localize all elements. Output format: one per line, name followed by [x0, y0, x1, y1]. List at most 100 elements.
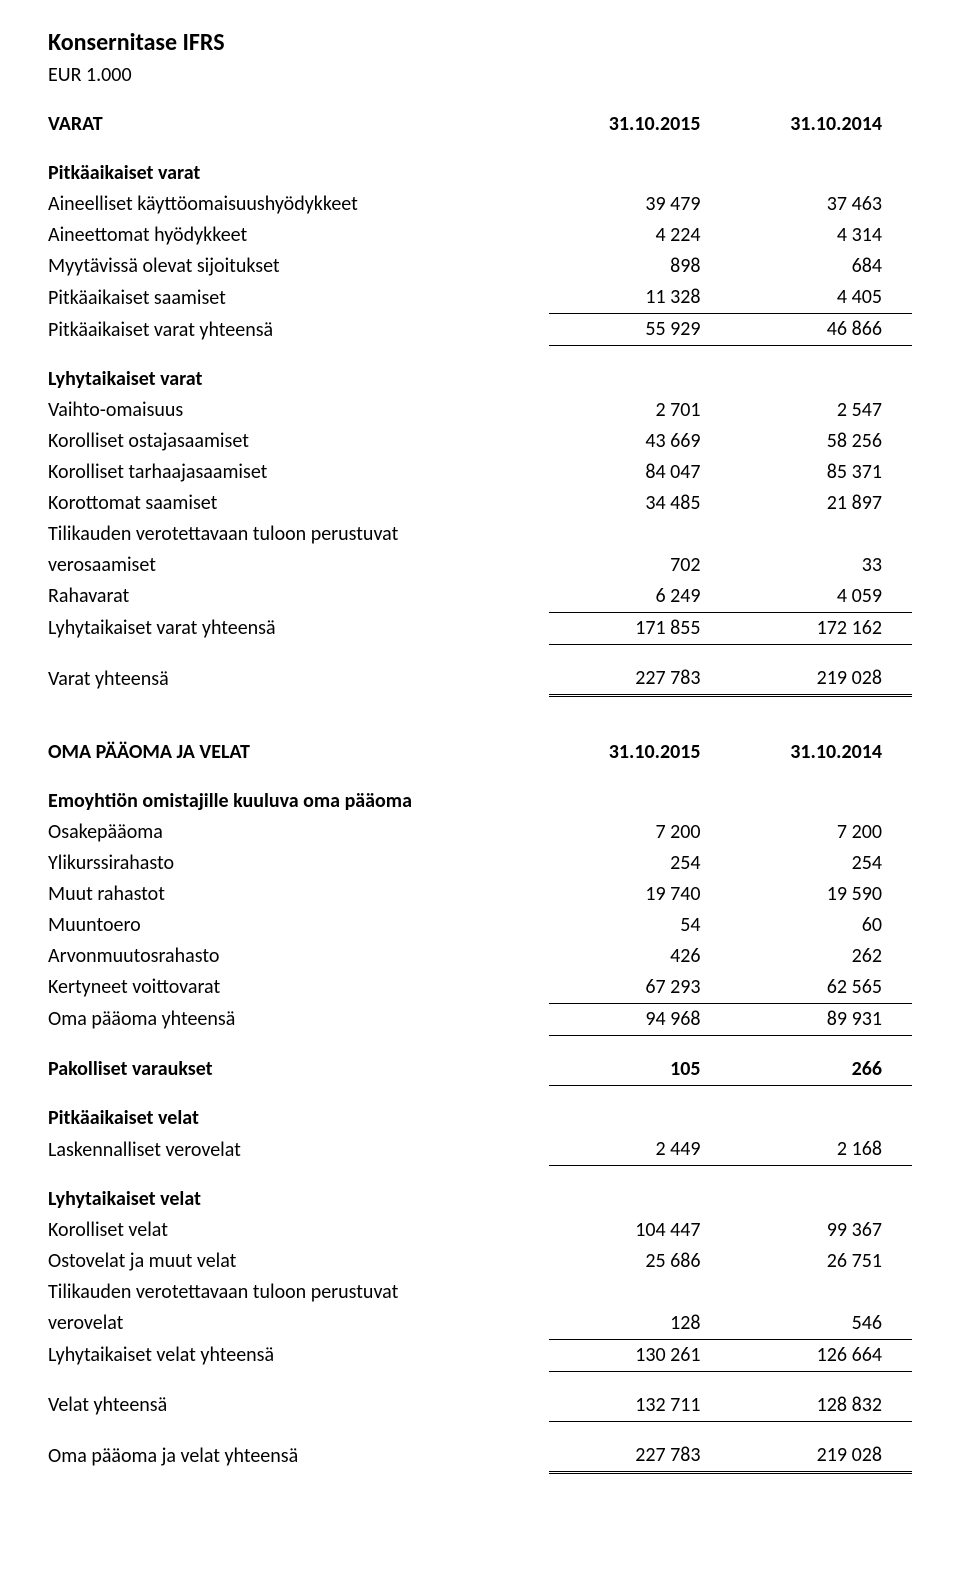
cell-v2: 254 — [731, 848, 912, 879]
cell-v1: 43 669 — [549, 426, 730, 457]
cell-v1: 2 449 — [549, 1134, 730, 1166]
row-muut: Muut rahastot 19 740 19 590 — [48, 879, 912, 910]
lyhyt-velat-header: Lyhytaikaiset velat — [48, 1166, 549, 1215]
page-title: Konsernitase IFRS — [48, 28, 912, 57]
cell-v1: 105 — [549, 1035, 730, 1085]
cell-v2: 99 367 — [731, 1215, 912, 1246]
cell-label: Oma pääoma ja velat yhteensä — [48, 1421, 549, 1472]
row-oma-ja-velat-yht: Oma pääoma ja velat yhteensä 227 783 219… — [48, 1421, 912, 1472]
emo-header-row: Emoyhtiön omistajille kuuluva oma pääoma — [48, 768, 912, 817]
cell-v2: 126 664 — [731, 1339, 912, 1371]
cell-v2: 19 590 — [731, 879, 912, 910]
cell-label: Pitkäaikaiset saamiset — [48, 282, 549, 314]
varat-date-2: 31.10.2014 — [731, 109, 912, 140]
cell-v1: 898 — [549, 251, 730, 282]
cell-v2: 2 168 — [731, 1134, 912, 1166]
row-verovelat-l1: Tilikauden verotettavaan tuloon perustuv… — [48, 1277, 912, 1308]
pitka-velat-header: Pitkäaikaiset velat — [48, 1085, 549, 1134]
cell-v2: 89 931 — [731, 1003, 912, 1035]
cell-v2: 2 547 — [731, 395, 912, 426]
cell-label: Tilikauden verotettavaan tuloon perustuv… — [48, 519, 549, 550]
row-ostovelat: Ostovelat ja muut velat 25 686 26 751 — [48, 1246, 912, 1277]
cell-v2: 21 897 — [731, 488, 912, 519]
cell-v1: 426 — [549, 941, 730, 972]
cell-label: Arvonmuutosrahasto — [48, 941, 549, 972]
row-kertyneet: Kertyneet voittovarat 67 293 62 565 — [48, 972, 912, 1004]
row-velat-yht: Velat yhteensä 132 711 128 832 — [48, 1371, 912, 1421]
cell-label: Muuntoero — [48, 910, 549, 941]
lyhyt-velat-header-row: Lyhytaikaiset velat — [48, 1166, 912, 1215]
cell-label: verosaamiset — [48, 550, 549, 581]
cell-v1: 6 249 — [549, 581, 730, 613]
cell-label: Varat yhteensä — [48, 644, 549, 695]
cell-v2: 33 — [731, 550, 912, 581]
cell-v2: 684 — [731, 251, 912, 282]
row-verosaamiset: verosaamiset 702 33 — [48, 550, 912, 581]
cell-v1: 702 — [549, 550, 730, 581]
cell-v1: 132 711 — [549, 1371, 730, 1421]
row-oma-yht: Oma pääoma yhteensä 94 968 89 931 — [48, 1003, 912, 1035]
cell-label: Oma pääoma yhteensä — [48, 1003, 549, 1035]
cell-label: Lyhytaikaiset varat yhteensä — [48, 612, 549, 644]
oma-heading-row: OMA PÄÄOMA JA VELAT 31.10.2015 31.10.201… — [48, 695, 912, 768]
row-pakolliset: Pakolliset varaukset 105 266 — [48, 1035, 912, 1085]
oma-date-1: 31.10.2015 — [549, 695, 730, 768]
cell-v1: 4 224 — [549, 220, 730, 251]
cell-v2: 85 371 — [731, 457, 912, 488]
row-pitka-saamiset: Pitkäaikaiset saamiset 11 328 4 405 — [48, 282, 912, 314]
cell-v1: 39 479 — [549, 189, 730, 220]
cell-v1: 94 968 — [549, 1003, 730, 1035]
cell-label: Osakepääoma — [48, 817, 549, 848]
cell-v1: 84 047 — [549, 457, 730, 488]
cell-label: Korolliset velat — [48, 1215, 549, 1246]
row-korottomat: Korottomat saamiset 34 485 21 897 — [48, 488, 912, 519]
cell-label: Pitkäaikaiset varat yhteensä — [48, 314, 549, 346]
cell-v1: 19 740 — [549, 879, 730, 910]
cell-v2: 4 314 — [731, 220, 912, 251]
pitka-velat-header-row: Pitkäaikaiset velat — [48, 1085, 912, 1134]
pitka-varat-header: Pitkäaikaiset varat — [48, 140, 549, 189]
cell-v2: 4 059 — [731, 581, 912, 613]
row-lyhyt-velat-yht: Lyhytaikaiset velat yhteensä 130 261 126… — [48, 1339, 912, 1371]
row-muuntoero: Muuntoero 54 60 — [48, 910, 912, 941]
cell-v2: 58 256 — [731, 426, 912, 457]
balance-sheet-page: Konsernitase IFRS EUR 1.000 VARAT 31.10.… — [0, 0, 960, 1514]
cell-v1: 11 328 — [549, 282, 730, 314]
row-rahavarat: Rahavarat 6 249 4 059 — [48, 581, 912, 613]
oma-heading: OMA PÄÄOMA JA VELAT — [48, 695, 549, 768]
cell-label: Aineelliset käyttöomaisuushyödykkeet — [48, 189, 549, 220]
cell-v2: 128 832 — [731, 1371, 912, 1421]
cell-label: Kertyneet voittovarat — [48, 972, 549, 1004]
cell-label: Muut rahastot — [48, 879, 549, 910]
cell-label: Vaihto-omaisuus — [48, 395, 549, 426]
cell-v1: 25 686 — [549, 1246, 730, 1277]
row-ylikurssi: Ylikurssirahasto 254 254 — [48, 848, 912, 879]
row-verosaamiset-l1: Tilikauden verotettavaan tuloon perustuv… — [48, 519, 912, 550]
cell-v1: 55 929 — [549, 314, 730, 346]
row-arvonmuutos: Arvonmuutosrahasto 426 262 — [48, 941, 912, 972]
cell-v2: 219 028 — [731, 644, 912, 695]
cell-label: Pakolliset varaukset — [48, 1035, 549, 1085]
cell-v2: 7 200 — [731, 817, 912, 848]
cell-label: Korottomat saamiset — [48, 488, 549, 519]
cell-label: Velat yhteensä — [48, 1371, 549, 1421]
cell-label: Myytävissä olevat sijoitukset — [48, 251, 549, 282]
row-myytavissa: Myytävissä olevat sijoitukset 898 684 — [48, 251, 912, 282]
cell-v2: 62 565 — [731, 972, 912, 1004]
cell-v2: 60 — [731, 910, 912, 941]
cell-v1: 7 200 — [549, 817, 730, 848]
row-verovelat: verovelat 128 546 — [48, 1308, 912, 1340]
cell-label: Korolliset tarhaajasaamiset — [48, 457, 549, 488]
cell-label: Ostovelat ja muut velat — [48, 1246, 549, 1277]
cell-v2: 37 463 — [731, 189, 912, 220]
lyhyt-varat-header-row: Lyhytaikaiset varat — [48, 346, 912, 395]
oma-date-2: 31.10.2014 — [731, 695, 912, 768]
cell-v1: 254 — [549, 848, 730, 879]
row-aineelliset: Aineelliset käyttöomaisuushyödykkeet 39 … — [48, 189, 912, 220]
cell-v1: 104 447 — [549, 1215, 730, 1246]
cell-v1: 128 — [549, 1308, 730, 1340]
balance-sheet-table: VARAT 31.10.2015 31.10.2014 Pitkäaikaise… — [48, 109, 912, 1474]
row-aineettomat: Aineettomat hyödykkeet 4 224 4 314 — [48, 220, 912, 251]
row-laskennalliset: Laskennalliset verovelat 2 449 2 168 — [48, 1134, 912, 1166]
cell-v2: 219 028 — [731, 1421, 912, 1472]
